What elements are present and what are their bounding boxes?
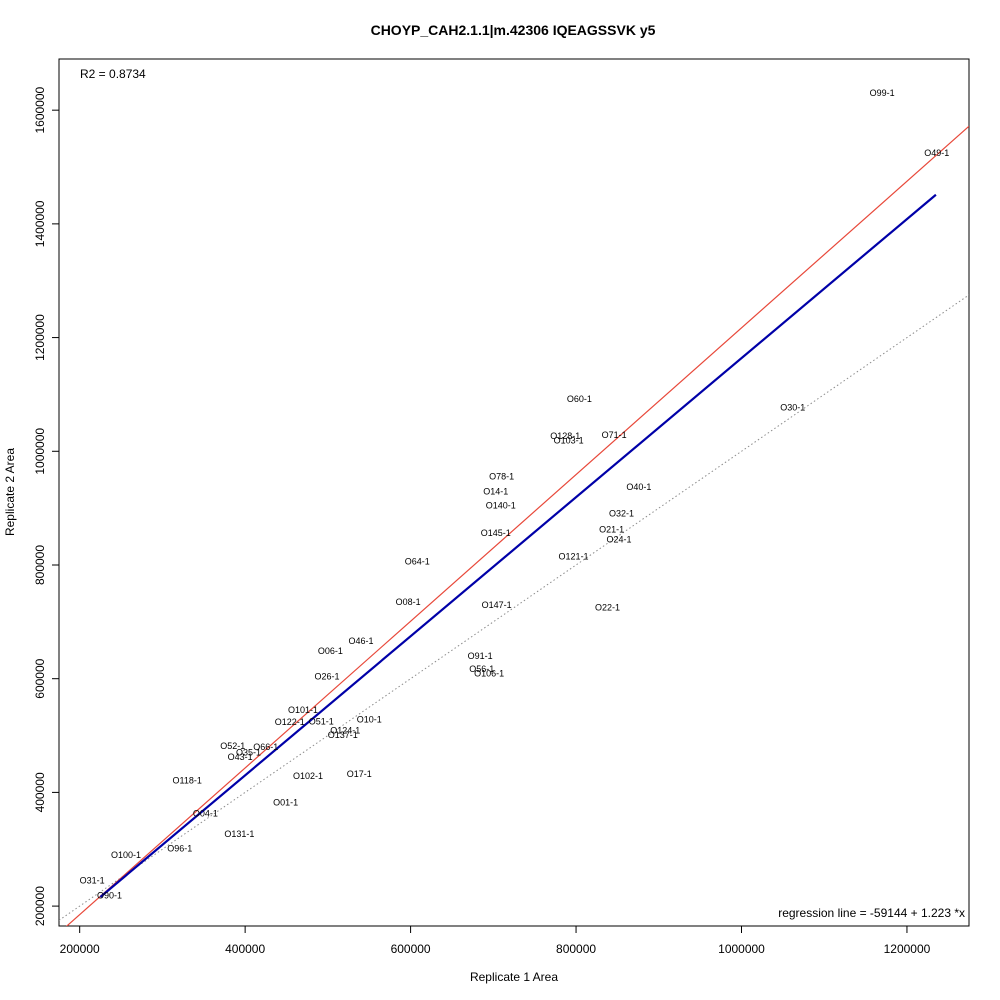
data-point-label: O49-1: [924, 148, 949, 158]
data-point-label: O21-1: [599, 525, 624, 535]
data-point-label: O66-1: [253, 742, 278, 752]
data-point-label: O32-1: [609, 508, 634, 518]
data-point-label: O118-1: [173, 775, 202, 785]
data-point-label: O90-1: [97, 890, 122, 900]
data-point-label: O140-1: [486, 500, 516, 510]
data-point-label: O30-1: [780, 403, 805, 413]
data-point-label: O106-1: [474, 669, 504, 679]
regression-annotation: regression line = -59144 + 1.223 *x: [778, 906, 965, 920]
chart-title: CHOYP_CAH2.1.1|m.42306 IQEAGSSVK y5: [371, 22, 656, 38]
data-point-label: O51-1: [309, 716, 334, 726]
x-axis-label: Replicate 1 Area: [470, 970, 558, 984]
data-point-label: O145-1: [481, 528, 511, 538]
data-point-label: O52-1: [220, 741, 245, 751]
data-point-label: O14-1: [483, 487, 508, 497]
data-point-label: O24-1: [607, 534, 632, 544]
data-point-label: O121-1: [559, 551, 589, 561]
data-point-label: O100-1: [111, 850, 141, 860]
y-axis: 200000 400000 600000 800000 1000000 1200000 14…: [33, 86, 59, 926]
x-tick-label: 400000: [225, 942, 265, 956]
data-point-label: O31-1: [80, 876, 105, 886]
data-point-label: O101-1: [288, 705, 318, 715]
r2-annotation: R2 = 0.8734: [80, 67, 146, 81]
red-fit-line: [65, 125, 969, 926]
data-point-label: O78-1: [489, 471, 514, 481]
x-axis: 200000 400000 600000 800000 1000000 1200000: [60, 926, 931, 956]
regression-line: [99, 193, 937, 898]
data-point-label: O131-1: [224, 829, 254, 839]
data-point-label: O128-1: [550, 431, 580, 441]
data-point-label: O137-1: [328, 730, 358, 740]
reference-lines: [59, 125, 969, 926]
data-point-label: O22-1: [595, 603, 620, 613]
data-point-label: O08-1: [396, 597, 421, 607]
data-point-label: O10-1: [357, 715, 382, 725]
y-axis-label: Replicate 2 Area: [3, 448, 17, 536]
data-point-label: O124-1: [330, 725, 360, 735]
data-point-label: O43-1: [228, 752, 253, 762]
y-tick-label: 1000000: [33, 428, 47, 475]
data-point-label: O71-1: [602, 430, 627, 440]
data-point-label: O102-1: [293, 771, 323, 781]
data-point-label: O26-1: [315, 671, 340, 681]
data-point-label: O96-1: [167, 844, 192, 854]
y-tick-label: 600000: [33, 658, 47, 698]
y-tick-label: 800000: [33, 545, 47, 585]
x-tick-label: 600000: [391, 942, 431, 956]
data-point-label: O56-1: [469, 664, 494, 674]
y-tick-label: 200000: [33, 886, 47, 926]
y-tick-label: 400000: [33, 772, 47, 812]
data-point-label: O06-1: [318, 646, 343, 656]
data-point-label: O17-1: [347, 769, 372, 779]
data-point-label: O99-1: [870, 88, 895, 98]
y-tick-label: 1600000: [33, 86, 47, 133]
y-tick-label: 1400000: [33, 200, 47, 247]
x-tick-label: 1000000: [718, 942, 765, 956]
y-tick-label: 1200000: [33, 314, 47, 361]
data-point-label: O60-1: [567, 394, 592, 404]
data-point-label: O35-1: [236, 748, 261, 758]
data-point-label: O40-1: [626, 482, 651, 492]
data-point-label: O122-1: [275, 717, 305, 727]
data-point-label: O147-1: [482, 600, 512, 610]
x-tick-label: 800000: [556, 942, 596, 956]
plot-frame: [58, 58, 970, 927]
x-tick-label: 1200000: [884, 942, 931, 956]
x-tick-label: 200000: [60, 942, 100, 956]
data-point-label: O103-1: [554, 435, 584, 445]
data-point-label: O46-1: [348, 636, 373, 646]
identity-line: [59, 294, 969, 921]
data-point-label: O01-1: [273, 798, 298, 808]
data-point-label: O64-1: [405, 557, 430, 567]
data-point-label: O04-1: [193, 808, 218, 818]
data-point-label: O91-1: [468, 651, 493, 661]
